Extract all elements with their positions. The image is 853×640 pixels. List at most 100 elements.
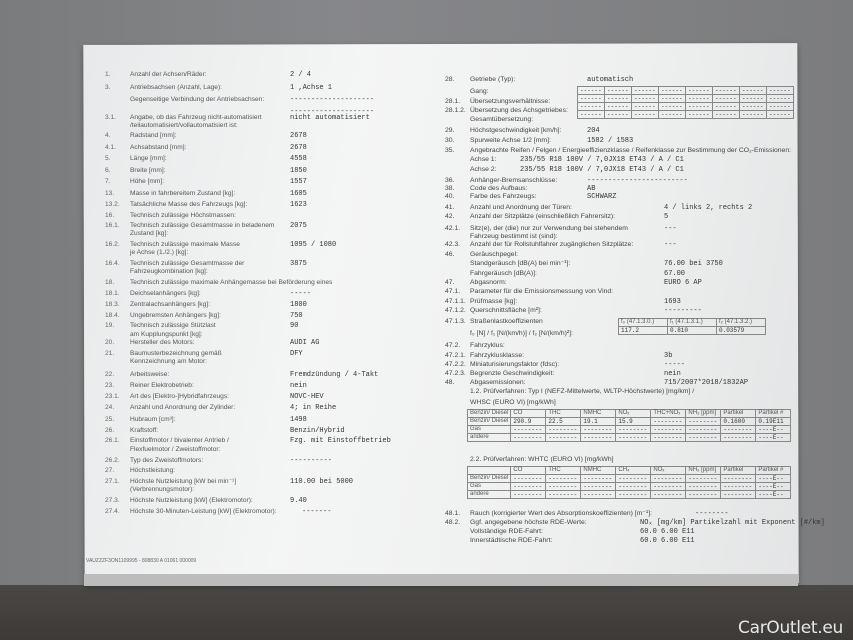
table-cell: -------- [650, 425, 687, 434]
table-cell: 0.03579 [716, 326, 766, 335]
field-label: Rauch (korrigierter Wert des Absorptions… [470, 510, 653, 517]
field-number: 27.1. [105, 478, 120, 485]
field-number: 22. [105, 371, 115, 378]
field-value: 3875 [290, 260, 307, 268]
table-row: CO THC NMHC CH₄ NOₓ NH₃ [ppm] Partikel Partikel… [466, 466, 792, 475]
table-cell: THC [545, 409, 582, 418]
table-cell: -------- [615, 433, 652, 442]
table-cell: ------ [577, 94, 605, 103]
field-value: 1850 [290, 167, 307, 175]
table-cell: -------- [720, 474, 757, 483]
table-cell: -------- [510, 425, 547, 434]
table-cell: 15.9 [615, 417, 652, 426]
field-number: 26.1. [105, 437, 120, 444]
field-label: Angebrachte Reifen / Felgen / Energieeff… [470, 147, 791, 154]
table-cell: -------- [580, 474, 617, 483]
field-number: 36. [445, 177, 455, 184]
table-row: Benzin/ Diesel -------- -------- -------- --… [466, 474, 792, 483]
field-value: 4558 [290, 155, 307, 163]
field-label: 2.2. Prüfverfahren: WHTC (EURO VI) [mg/k… [470, 456, 614, 463]
table-cell: Partikel # [755, 409, 792, 418]
table-cell: ------ [766, 94, 794, 103]
field-value: 1623 [290, 201, 307, 209]
field-value: 2 / 4 [290, 71, 312, 79]
table-cell: -------- [685, 474, 722, 483]
table-cell: -------- [545, 433, 582, 442]
field-label: Spurweite Achse 1/2 [mm]: [470, 137, 551, 144]
field-number: 7. [105, 178, 111, 185]
table-cell: -------- [545, 482, 582, 491]
field-label: Breite [mm]: [130, 167, 166, 174]
table-cell: ------ [766, 110, 794, 119]
field-number: 16.1. [105, 222, 120, 229]
field-number: 47.2.1. [445, 352, 466, 359]
table-cell: ------ [604, 94, 632, 103]
field-number: 40. [445, 193, 455, 200]
table-cell: ----E-- [755, 433, 792, 442]
table-row: f₀ (47.1.3.0.) f₁ (47.1.3.1.) f₂ (47.1.3.2… [618, 318, 766, 327]
field-label: Angabe, ob das Fahrzeug nicht-automatisi… [130, 114, 262, 121]
background-table [0, 585, 853, 640]
field-number: 48. [445, 379, 455, 386]
field-label: Höhe [mm]: [130, 178, 165, 185]
table-cell: NOₓ [650, 466, 687, 475]
field-label: Abgasemissionen: [470, 379, 526, 386]
watermark-logo: CarOutlet.eu [738, 618, 843, 638]
table-cell: -------- [720, 490, 757, 499]
field-label: Zustand [kg]: [130, 230, 169, 237]
field-value: DFY [290, 350, 303, 358]
table-cell: NH₃ [ppm] [685, 466, 722, 475]
table-row: ------ ------ ------ ------ ------ ------ ----… [577, 94, 794, 103]
field-number: 35. [445, 147, 455, 154]
field-label: Technisch zulässige Stützlast [130, 322, 216, 329]
field-number: 47.1.1. [445, 298, 466, 305]
field-number: 48.1. [445, 510, 461, 517]
table-cell: ------ [631, 86, 659, 95]
table-cell: ------ [739, 86, 767, 95]
field-value: ---------- [290, 457, 333, 465]
table-cell: -------- [685, 482, 722, 491]
table-cell: ------ [658, 94, 686, 103]
gear-ratio-table: ------ ------ ------ ------ ------ ------ ----… [577, 86, 794, 119]
field-label: Technisch zulässige maximale Anhängemass… [130, 279, 333, 286]
table-cell: 22.5 [545, 417, 582, 426]
field-number: 5. [105, 155, 111, 162]
table-cell: -------- [545, 490, 582, 499]
table-cell: THC [545, 466, 582, 475]
field-value: --------- [664, 307, 702, 315]
field-value: nein [664, 370, 681, 378]
field-label: Fahrzeugkombination [kg]: [130, 268, 208, 275]
field-value: 90 [290, 322, 299, 330]
table-row: Gas -------- -------- -------- -------- -----… [466, 425, 792, 434]
table-cell: CH₄ [615, 466, 652, 475]
table-row: Benzin/ Diesel 290.9 22.5 19.1 15.9 -------- -… [466, 417, 792, 426]
table-cell: -------- [720, 482, 757, 491]
field-label: /teilautomatisiert/vollautomatisiert ist… [130, 122, 238, 129]
table-cell: Gas [466, 482, 512, 491]
field-label: Höchste Nutzleistung [kW bei min⁻¹] [130, 478, 237, 485]
field-value: 1498 [290, 416, 307, 424]
table-cell: CO [510, 409, 547, 418]
field-label: Anzahl der Sitzplätze (einschließlich Fa… [470, 213, 616, 220]
field-number: 23. [105, 382, 115, 389]
table-cell: -------- [650, 482, 687, 491]
field-number: 19. [105, 322, 115, 329]
field-number: 13.2. [105, 201, 120, 208]
table-row: Benzin/ Diesel CO THC NMHC NOₓ THC+NOₓ NH₃ [pp… [466, 409, 792, 418]
table-cell: -------- [580, 433, 617, 442]
table-cell: ------ [766, 102, 794, 111]
table-cell: ----E-- [755, 490, 792, 499]
table-cell: -------- [650, 474, 687, 483]
field-number: 27.4. [105, 508, 120, 515]
field-label: 1.2. Prüfverfahren: Typ I (NEFZ-Mittelwe… [470, 388, 695, 395]
field-value: automatisch [587, 76, 634, 84]
table-cell: ------ [685, 110, 713, 119]
field-label: Kennzeichnung am Motor: [130, 358, 207, 365]
table-row: ------ ------ ------ ------ ------ ------ ----… [577, 86, 794, 95]
field-value: 1095 / 1080 [290, 241, 337, 249]
table-cell: -------- [615, 474, 652, 483]
field-label: Zentralachsanhängers [kg]: [130, 301, 210, 308]
field-value: 60.0 6.00 E11 [640, 528, 695, 536]
field-label: Übersetzung des Achsgetriebes: [470, 107, 568, 114]
field-number: 16.4. [105, 260, 120, 267]
